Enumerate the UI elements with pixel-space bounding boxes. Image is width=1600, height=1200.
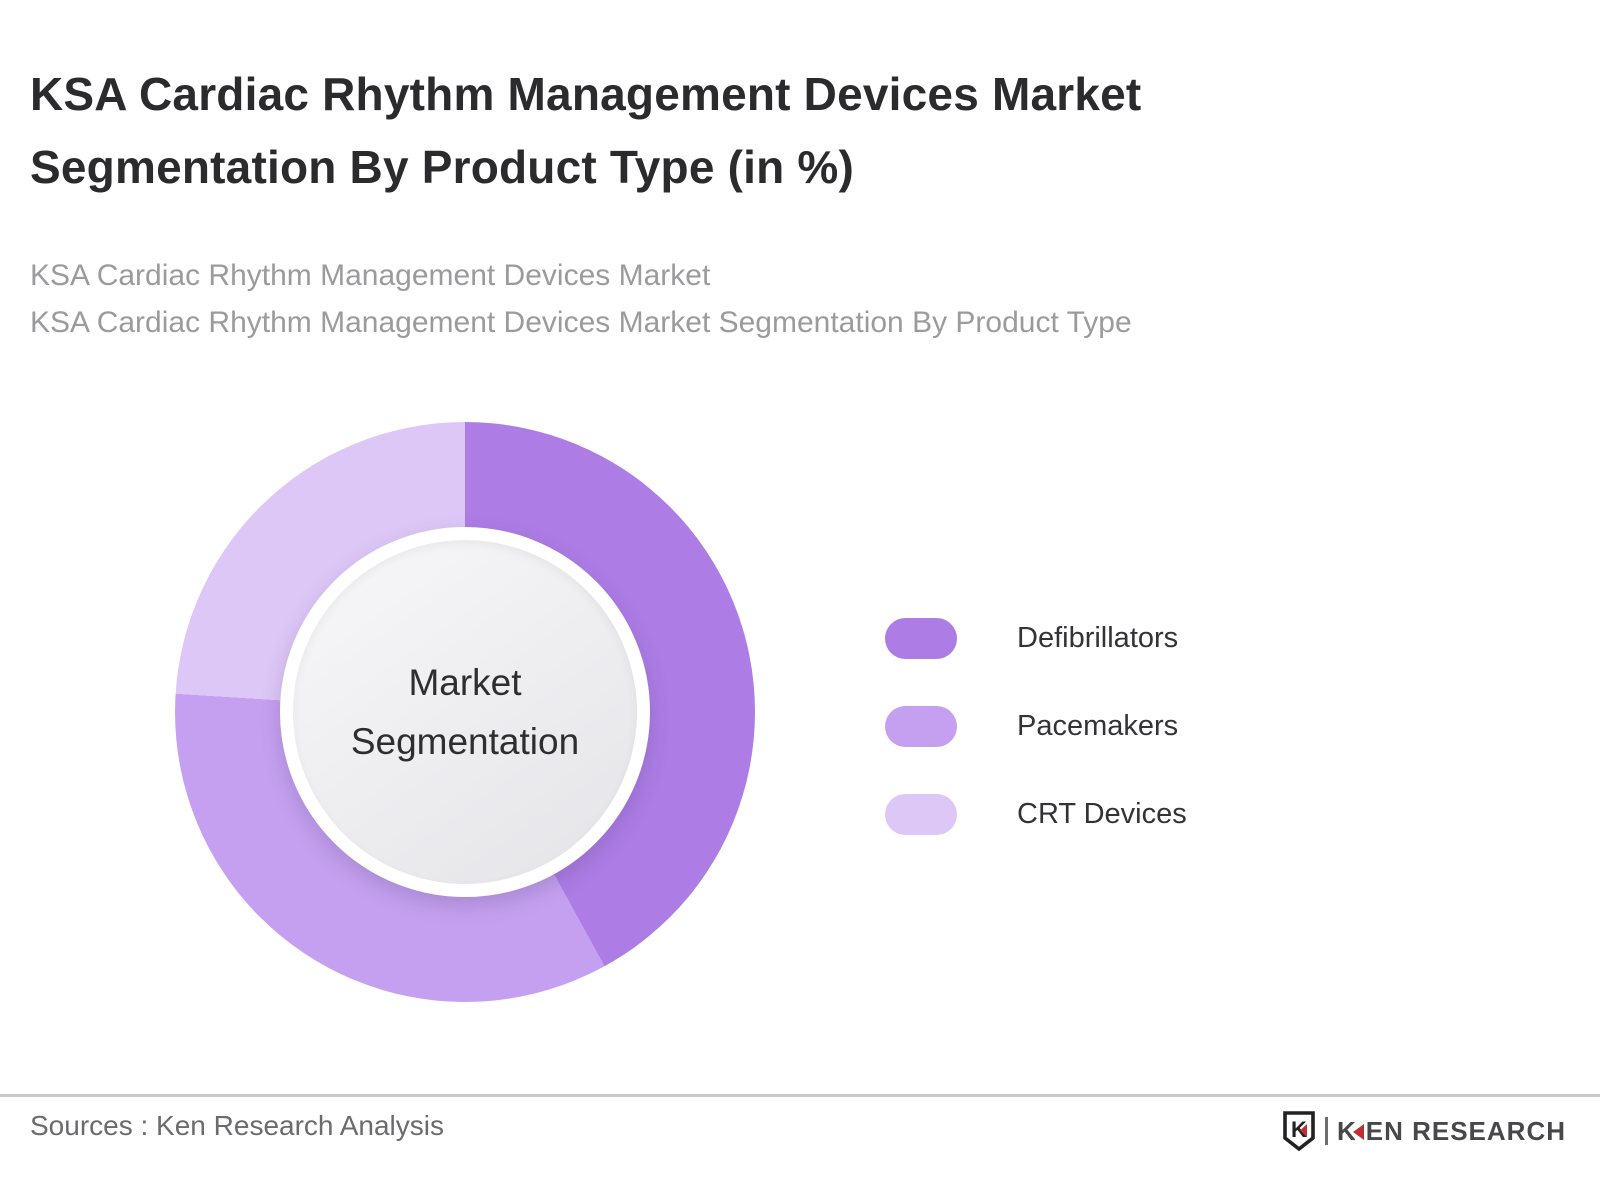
footer-divider [0,1094,1600,1097]
brand-rest: EN RESEARCH [1365,1115,1566,1146]
subtitle-line-1: KSA Cardiac Rhythm Management Devices Ma… [30,259,711,292]
legend-label: Defibrillators [1017,622,1179,654]
brand-red-triangle-icon [1352,1124,1364,1140]
legend-label: Pacemakers [1017,710,1179,742]
brand-letter-k: K [1336,1115,1357,1146]
source-text: Sources : Ken Research Analysis [30,1110,444,1141]
logo-separator [1324,1117,1328,1145]
legend-item-pacemakers: Pacemakers [885,706,1187,747]
shield-red-triangle-icon [1299,1124,1307,1137]
chart-legend: Defibrillators Pacemakers CRT Devices [885,618,1187,882]
donut-center-circle: Market Segmentation [280,527,650,897]
legend-swatch-icon [885,618,957,659]
legend-swatch-icon [885,794,957,835]
page-title: KSA Cardiac Rhythm Management Devices Ma… [30,68,1142,193]
donut-center-label: Market Segmentation [350,662,580,762]
legend-swatch-icon [885,706,957,747]
ken-research-logo: K K EN RESEARCH [1280,1110,1566,1152]
legend-item-crt-devices: CRT Devices [885,794,1187,835]
legend-item-defibrillators: Defibrillators [885,618,1187,659]
subtitle-line-2: KSA Cardiac Rhythm Management Devices Ma… [30,306,1132,339]
donut-ring: Market Segmentation [175,422,755,1002]
legend-label: CRT Devices [1017,798,1187,830]
shield-letter: K [1291,1117,1307,1142]
brand-wordmark: K EN RESEARCH [1337,1116,1566,1147]
subtitle-block: KSA Cardiac Rhythm Management Devices Ma… [30,252,1132,346]
ken-research-shield-icon: K [1283,1111,1315,1152]
